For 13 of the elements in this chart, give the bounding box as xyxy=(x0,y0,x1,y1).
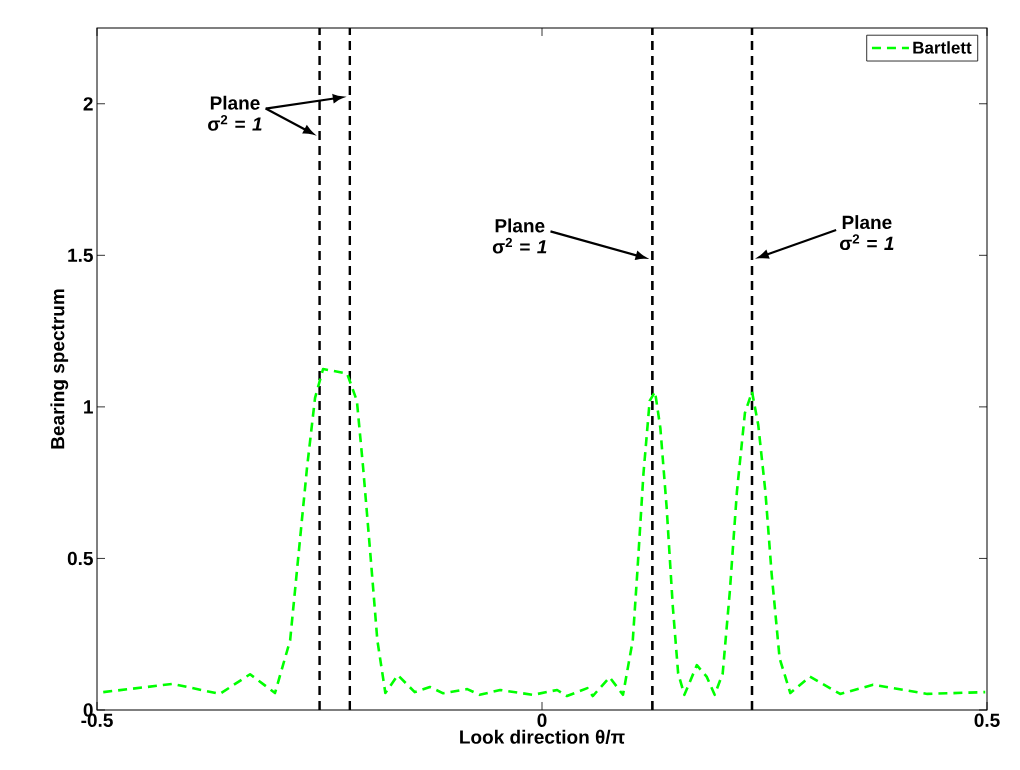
x-tick-label: 0.5 xyxy=(974,713,1000,727)
annotation: Plane σ$^{2}$ = 1 xyxy=(839,215,894,251)
y-axis-title: Bearing spectrum xyxy=(50,289,69,449)
annotation: Plane σ$^{2}$ = 1 xyxy=(208,95,262,131)
y-tick-label: 2 xyxy=(83,97,93,111)
y-tick-label: 1 xyxy=(84,400,93,414)
y-tick-label: 0.5 xyxy=(67,551,93,566)
line-series xyxy=(101,367,987,698)
y-tick-label: 1.5 xyxy=(68,248,93,262)
x-tick-label: 0 xyxy=(537,713,547,727)
legend-label: Bartlett xyxy=(913,41,972,54)
annotation: Plane σ$^{2}$ = 1 xyxy=(492,218,547,254)
x-axis-title: Look direction θ/π xyxy=(460,729,625,744)
